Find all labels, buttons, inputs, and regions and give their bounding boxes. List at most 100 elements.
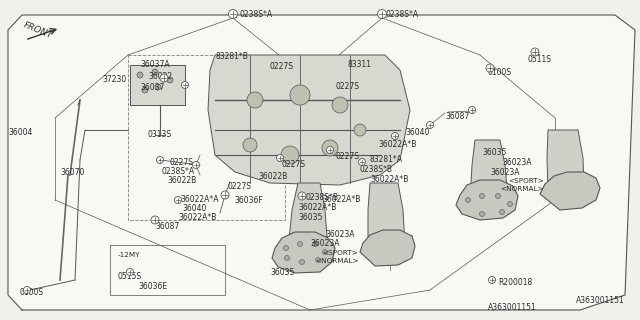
Text: 36022A*B: 36022A*B [298,203,337,212]
Text: 36087: 36087 [445,112,469,121]
Polygon shape [8,15,635,310]
Circle shape [276,155,284,162]
Text: <SPORT>: <SPORT> [322,250,358,256]
Polygon shape [208,55,410,185]
Text: 0227S: 0227S [170,158,194,167]
Circle shape [316,258,321,262]
Circle shape [175,196,182,204]
Text: 36037A: 36037A [140,60,170,69]
Circle shape [182,82,189,89]
Text: 36035: 36035 [298,213,323,222]
Text: 0313S: 0313S [148,130,172,139]
Circle shape [285,255,289,260]
Circle shape [465,197,470,203]
Polygon shape [540,172,600,210]
Circle shape [290,85,310,105]
Circle shape [479,194,484,198]
Text: 36040: 36040 [182,204,206,213]
Circle shape [426,122,433,129]
Circle shape [247,92,263,108]
Circle shape [479,212,484,217]
Polygon shape [288,183,328,268]
Text: 36035: 36035 [482,148,506,157]
Circle shape [332,97,348,113]
Circle shape [284,245,289,251]
Text: A363001151: A363001151 [576,296,625,305]
Text: 0227S: 0227S [335,82,359,91]
Text: FRONT: FRONT [22,20,54,40]
Text: 36023A: 36023A [502,158,531,167]
Text: 0511S: 0511S [527,55,551,64]
Text: 36022A*B: 36022A*B [378,140,417,149]
Text: 36022: 36022 [148,72,172,81]
Text: 36022B: 36022B [258,172,287,181]
Circle shape [358,158,365,165]
Polygon shape [368,183,405,262]
Circle shape [300,260,305,265]
Text: 36087: 36087 [155,222,179,231]
Text: <SPORT>: <SPORT> [508,178,544,184]
Text: 36070: 36070 [60,168,84,177]
Circle shape [323,250,328,254]
Circle shape [221,191,229,199]
Text: R200018: R200018 [498,278,532,287]
Circle shape [298,242,303,246]
Circle shape [193,162,200,169]
Polygon shape [456,180,518,220]
Text: 36023A: 36023A [325,230,355,239]
Text: 37230: 37230 [102,75,126,84]
Circle shape [499,210,504,214]
Text: 36022B: 36022B [167,176,196,185]
Circle shape [322,140,338,156]
Text: 83281*A: 83281*A [370,155,403,164]
Text: -12MY: -12MY [118,252,141,258]
Text: 36036F: 36036F [234,196,263,205]
Circle shape [160,74,168,82]
Circle shape [486,64,494,72]
Circle shape [488,276,495,284]
Text: 0227S: 0227S [228,182,252,191]
Circle shape [142,87,148,93]
Text: 0227S: 0227S [270,62,294,71]
Circle shape [127,268,134,276]
Text: 0238S*B: 0238S*B [305,193,338,202]
Text: 0227S: 0227S [335,152,359,161]
Text: 36022A*B: 36022A*B [178,213,216,222]
Text: 36037: 36037 [140,83,164,92]
Circle shape [392,132,399,140]
Text: 36022A*A: 36022A*A [180,195,218,204]
Polygon shape [360,230,415,266]
Circle shape [281,146,299,164]
Circle shape [378,10,387,19]
Text: 0515S: 0515S [118,272,142,281]
Text: 36036E: 36036E [138,282,167,291]
Text: <NORMAL>: <NORMAL> [500,186,543,192]
Text: 83311: 83311 [348,60,372,69]
Text: 36040: 36040 [405,128,429,137]
Circle shape [312,242,317,246]
Circle shape [155,84,161,90]
Circle shape [137,72,143,78]
Text: A363001151: A363001151 [488,303,537,312]
Text: 36023A: 36023A [310,239,339,248]
Text: 0227S: 0227S [282,160,306,169]
Circle shape [468,107,476,114]
Circle shape [24,286,31,293]
Text: 0100S: 0100S [20,288,44,297]
Circle shape [228,10,237,19]
Text: 0238S*B: 0238S*B [360,165,393,174]
Circle shape [157,156,163,164]
Polygon shape [272,232,335,273]
Text: 36004: 36004 [8,128,33,137]
Polygon shape [547,130,584,207]
Circle shape [151,216,159,224]
Circle shape [326,147,333,154]
Polygon shape [470,140,508,218]
Text: 0238S*A: 0238S*A [162,167,195,176]
Text: <NORMAL>: <NORMAL> [315,258,358,264]
Text: 36022A*B: 36022A*B [370,175,408,184]
Bar [130,65,185,105]
Text: 0238S*A: 0238S*A [385,10,418,19]
Circle shape [354,124,366,136]
Text: 36035: 36035 [270,268,294,277]
